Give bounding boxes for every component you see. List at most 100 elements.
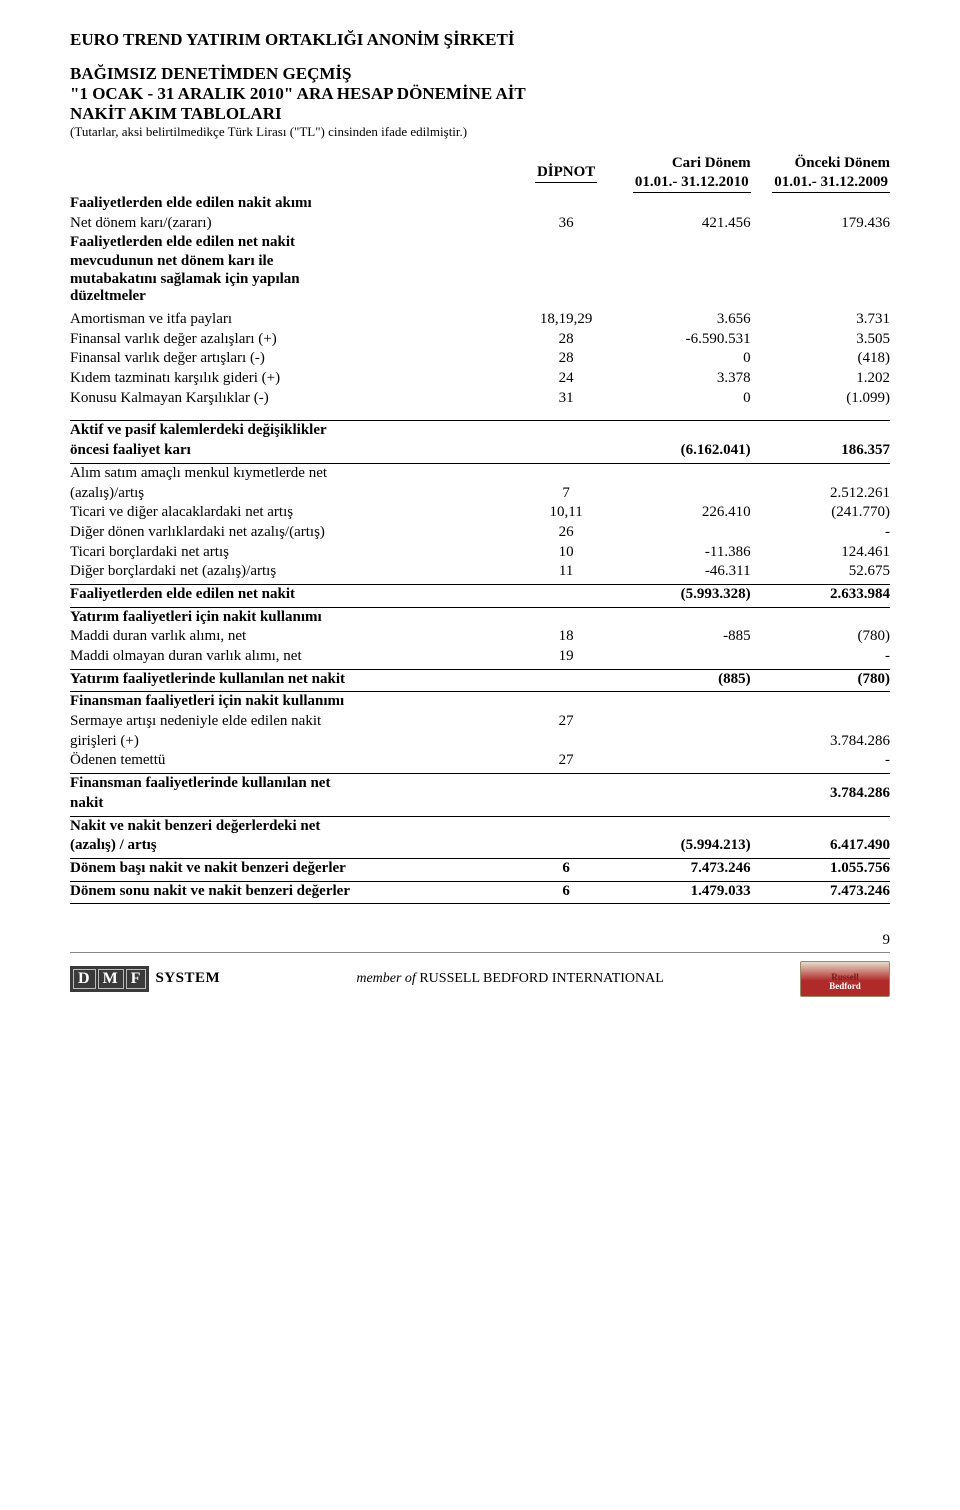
- table-row: (azalış) / artış (5.994.213) 6.417.490: [70, 836, 890, 856]
- dmf-box-icon: DMF: [70, 966, 149, 993]
- cell: 36: [521, 214, 611, 234]
- section-adj1: Faaliyetlerden elde edilen net nakit: [70, 233, 890, 253]
- cell: Konusu Kalmayan Karşılıklar (-): [70, 389, 521, 409]
- cell: Finansman faaliyetlerinde kullanılan net: [70, 774, 521, 794]
- badge-line2: Bedford: [829, 982, 861, 991]
- table-row: Nakit ve nakit benzeri değerlerdeki net: [70, 816, 890, 836]
- section-adj3: mutabakatını sağlamak için yapılan: [70, 271, 890, 289]
- subtotal-label-1b: öncesi faaliyet karı: [70, 441, 521, 461]
- cell: 28: [521, 349, 611, 369]
- col-dipnot: DİPNOT: [535, 164, 597, 183]
- table-row: Amortisman ve itfa payları 18,19,29 3.65…: [70, 310, 890, 330]
- cell: Maddi olmayan duran varlık alımı, net: [70, 647, 521, 667]
- cell: (780): [751, 627, 890, 647]
- col-cur-1: Cari Dönem: [611, 154, 750, 174]
- table-row: Diğer dönen varlıklardaki net azalış/(ar…: [70, 523, 890, 543]
- table-row: mevcudunun net dönem karı ile: [70, 253, 890, 271]
- subtotal-label-1a: Aktif ve pasif kalemlerdeki değişiklikle…: [70, 421, 521, 441]
- cell: 3.784.286: [751, 732, 890, 752]
- cell: 18,19,29: [521, 310, 611, 330]
- cell: Finansal varlık değer azalışları (+): [70, 330, 521, 350]
- cell: [611, 751, 750, 771]
- header-l3: "1 OCAK - 31 ARALIK 2010" ARA HESAP DÖNE…: [70, 84, 890, 104]
- cell: (azalış)/artış: [70, 484, 521, 504]
- table-row: öncesi faaliyet karı (6.162.041) 186.357: [70, 441, 890, 461]
- cell: 124.461: [751, 543, 890, 563]
- cell: Sermaye artışı nedeniyle elde edilen nak…: [70, 712, 521, 732]
- dmf-logo: DMF SYSTEM: [70, 966, 220, 993]
- cell: 0: [611, 389, 750, 409]
- cell: 3.731: [751, 310, 890, 330]
- cell: Net dönem karı/(zararı): [70, 214, 521, 234]
- cell: -11.386: [611, 543, 750, 563]
- section-adj4: düzeltmeler: [70, 288, 890, 310]
- section-inv: Yatırım faaliyetleri için nakit kullanım…: [70, 607, 890, 627]
- document-header: EURO TREND YATIRIM ORTAKLIĞI ANONİM ŞİRK…: [70, 30, 890, 140]
- table-row: (azalış)/artış 7 2.512.261: [70, 484, 890, 504]
- cell: (885): [611, 669, 750, 689]
- cell: 31: [521, 389, 611, 409]
- page-number: 9: [70, 932, 890, 950]
- cell: 1.202: [751, 369, 890, 389]
- cell: -885: [611, 627, 750, 647]
- header-sub: (Tutarlar, aksi belirtilmedikçe Türk Lir…: [70, 124, 890, 139]
- table-row: Ticari borçlardaki net artış 10 -11.386 …: [70, 543, 890, 563]
- cell: 7.473.246: [611, 858, 750, 878]
- header-l2: BAĞIMSIZ DENETİMDEN GEÇMİŞ: [70, 64, 890, 84]
- cashflow-table: DİPNOT Cari Dönem Önceki Dönem 01.01.- 3…: [70, 154, 890, 905]
- table-row: mutabakatını sağlamak için yapılan: [70, 271, 890, 289]
- cell: -6.590.531: [611, 330, 750, 350]
- cell: Ticari borçlardaki net artış: [70, 543, 521, 563]
- col-prev-2: 01.01.- 31.12.2009: [772, 174, 890, 193]
- cell: (6.162.041): [611, 441, 750, 461]
- cell: Ticari ve diğer alacaklardaki net artış: [70, 503, 521, 523]
- table-row: Finansman faaliyetlerinde kullanılan net…: [70, 774, 890, 794]
- cell: 27: [521, 712, 611, 732]
- cell: 7.473.246: [751, 881, 890, 901]
- table-row: Faaliyetlerden elde edilen net nakit: [70, 233, 890, 253]
- table-row: düzeltmeler: [70, 288, 890, 310]
- table-row: Aktif ve pasif kalemlerdeki değişiklikle…: [70, 421, 890, 441]
- cell: (780): [751, 669, 890, 689]
- cell: 6: [521, 858, 611, 878]
- cell: 10,11: [521, 503, 611, 523]
- cell: Yatırım faaliyetlerinde kullanılan net n…: [70, 669, 521, 689]
- cell: 179.436: [751, 214, 890, 234]
- table-row: Yatırım faaliyetlerinde kullanılan net n…: [70, 669, 890, 689]
- cell: (418): [751, 349, 890, 369]
- cell: 3.784.286: [751, 774, 890, 814]
- table-row: Alım satım amaçlı menkul kıymetlerde net: [70, 463, 890, 483]
- section-adj2: mevcudunun net dönem karı ile: [70, 253, 890, 271]
- table-row: Yatırım faaliyetleri için nakit kullanım…: [70, 607, 890, 627]
- cell: 1.479.033: [611, 881, 750, 901]
- cell: Dönem başı nakit ve nakit benzeri değerl…: [70, 858, 521, 878]
- cell: Amortisman ve itfa payları: [70, 310, 521, 330]
- cell: Kıdem tazminatı karşılık gideri (+): [70, 369, 521, 389]
- cell: 11: [521, 562, 611, 582]
- table-row: girişleri (+) 3.784.286: [70, 732, 890, 752]
- cell: girişleri (+): [70, 732, 521, 752]
- footer-center-prefix: member of: [356, 971, 419, 986]
- table-row: Diğer borçlardaki net (azalış)/artış 11 …: [70, 562, 890, 582]
- cell: 27: [521, 751, 611, 771]
- cell: Diğer borçlardaki net (azalış)/artış: [70, 562, 521, 582]
- table-row: Dönem başı nakit ve nakit benzeri değerl…: [70, 858, 890, 878]
- table-row: Finansman faaliyetleri için nakit kullan…: [70, 692, 890, 712]
- col-cur-2: 01.01.- 31.12.2010: [633, 174, 751, 193]
- cell: Faaliyetlerden elde edilen net nakit: [70, 584, 521, 604]
- footer-rule: [70, 952, 890, 953]
- section-ops-cash: Faaliyetlerden elde edilen nakit akımı: [70, 194, 890, 214]
- cell: Diğer dönen varlıklardaki net azalış/(ar…: [70, 523, 521, 543]
- cell: [611, 794, 750, 814]
- table-row: DİPNOT Cari Dönem Önceki Dönem: [70, 154, 890, 174]
- cell: Alım satım amaçlı menkul kıymetlerde net: [70, 463, 521, 483]
- cell: [611, 523, 750, 543]
- cell: 24: [521, 369, 611, 389]
- cell: 2.633.984: [751, 584, 890, 604]
- cell: [611, 732, 750, 752]
- table-row: Finansal varlık değer azalışları (+) 28 …: [70, 330, 890, 350]
- cell: 28: [521, 330, 611, 350]
- table-row: [70, 901, 890, 904]
- cell: 3.505: [751, 330, 890, 350]
- cell: 7: [521, 484, 611, 504]
